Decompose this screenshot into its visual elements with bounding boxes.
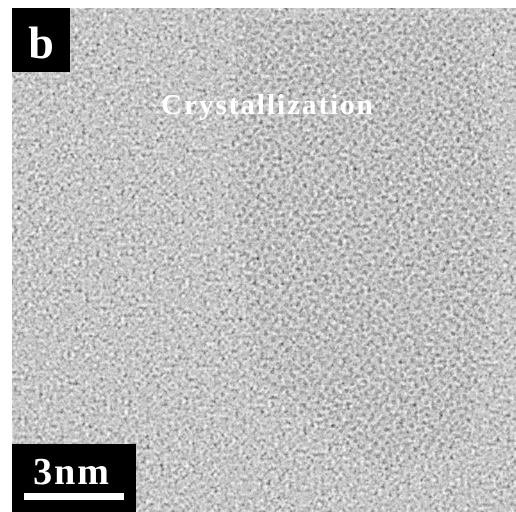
panel-label: b — [28, 17, 54, 68]
micrograph-figure: b Crystallization 3nm — [0, 0, 516, 512]
annotation: Crystallization — [161, 89, 375, 121]
scale-bar — [24, 493, 124, 500]
page: {"panel_label": "b", "annotation": "Crys… — [0, 0, 516, 512]
scale-bar-label: 3nm — [33, 451, 111, 493]
